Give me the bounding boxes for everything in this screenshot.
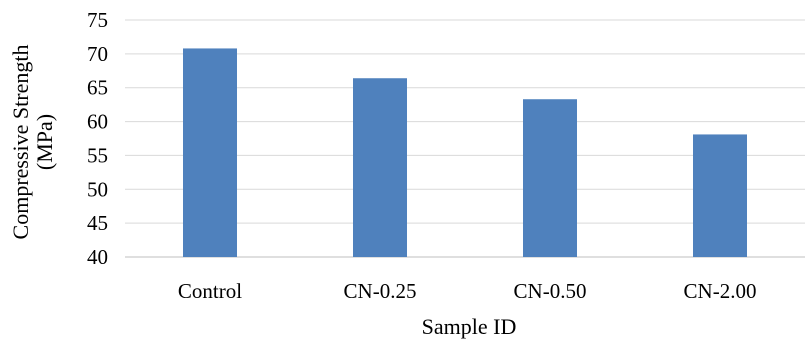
x-category-label: Control	[178, 279, 242, 303]
bar-cn-2-00	[693, 134, 747, 257]
y-tick-labels: 40 45 50 55 60 65 70 75	[87, 8, 108, 269]
y-axis-title-line-2: (MPa)	[32, 114, 57, 170]
y-tick-label: 75	[87, 8, 108, 32]
y-axis-title-line-1: Compressive Strength	[8, 45, 33, 240]
y-axis-title: Compressive Strength (MPa)	[8, 45, 57, 240]
y-tick-label: 65	[87, 76, 108, 100]
gridlines	[125, 19, 805, 258]
x-category-label: CN-0.25	[344, 279, 417, 303]
bar-control	[183, 48, 237, 257]
y-tick-label: 40	[87, 245, 108, 269]
bars	[183, 48, 747, 258]
x-axis-title: Sample ID	[422, 314, 517, 339]
y-tick-label: 50	[87, 177, 108, 201]
y-tick-label: 70	[87, 42, 108, 66]
bar-cn-0-25	[353, 78, 407, 257]
y-tick-label: 55	[87, 143, 108, 167]
y-tick-label: 45	[87, 211, 108, 235]
x-category-label: CN-2.00	[684, 279, 757, 303]
x-category-labels: Control CN-0.25 CN-0.50 CN-2.00	[178, 279, 757, 303]
x-category-label: CN-0.50	[514, 279, 587, 303]
y-tick-label: 60	[87, 110, 108, 134]
bar-cn-0-50	[523, 99, 577, 258]
